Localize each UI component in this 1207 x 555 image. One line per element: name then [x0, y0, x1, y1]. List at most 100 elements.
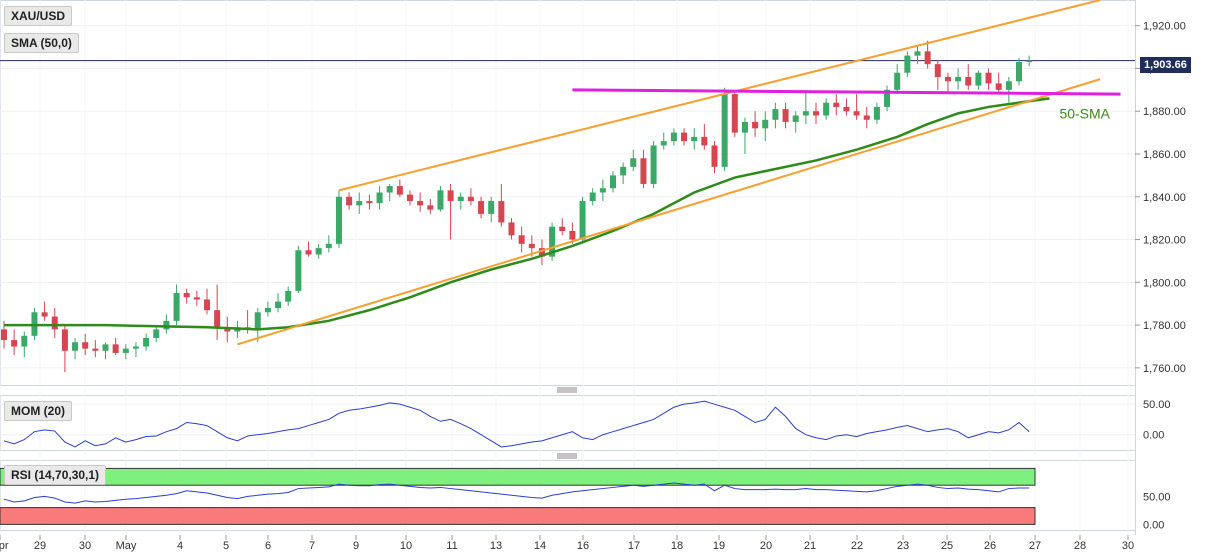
candle-body: [173, 293, 180, 321]
candle-body: [305, 250, 312, 255]
candle-body: [335, 196, 342, 244]
candle-body: [579, 201, 586, 240]
candle-body: [21, 335, 28, 347]
candle-body: [711, 145, 718, 167]
candle-body: [884, 89, 891, 107]
candle-body: [549, 226, 556, 257]
x-tick-label: 25: [941, 540, 953, 552]
candle: [843, 98, 850, 116]
candle-body: [772, 109, 779, 120]
candle-body: [396, 186, 403, 195]
candle: [599, 179, 606, 202]
candle-body: [366, 201, 373, 204]
candle-body: [112, 344, 119, 353]
candle: [376, 186, 383, 210]
candle-body: [407, 194, 413, 202]
candle: [325, 235, 332, 253]
candle-body: [924, 51, 931, 65]
candle: [538, 239, 545, 266]
candle: [681, 128, 688, 146]
candle: [610, 171, 616, 193]
x-tick-label: 30: [1122, 540, 1134, 552]
candle: [386, 183, 393, 202]
candle: [356, 192, 363, 214]
x-tick-label: 14: [534, 540, 546, 552]
candle-body: [660, 141, 667, 146]
x-tick-label: 13: [490, 540, 502, 552]
candle: [51, 308, 58, 338]
candle-body: [315, 248, 322, 255]
candle: [802, 89, 809, 125]
candle-body: [528, 243, 535, 249]
candle-body: [731, 94, 738, 133]
candle: [366, 194, 373, 210]
candle-body: [752, 121, 759, 129]
rsi-indicator-label[interactable]: RSI (14,70,30,1): [4, 465, 107, 485]
candle: [924, 40, 931, 69]
candle: [224, 316, 231, 343]
candle-body: [478, 201, 485, 214]
candle-body: [92, 348, 99, 351]
candle-body: [457, 196, 464, 202]
candle-body: [681, 132, 688, 142]
y-tick-label: 1,760.00: [1143, 363, 1186, 375]
rising-channel-lower: [237, 78, 1101, 346]
x-tick-label: 28: [1074, 540, 1086, 552]
candle: [437, 186, 444, 212]
candle-body: [741, 121, 748, 133]
candle-body: [975, 72, 982, 86]
candle: [407, 190, 413, 206]
candle-body: [122, 348, 129, 353]
candle: [833, 94, 840, 116]
y-tick-label: 1,920.00: [1143, 21, 1186, 33]
candle: [995, 72, 1002, 95]
symbol-label[interactable]: XAU/USD: [4, 6, 73, 26]
candle-body: [285, 290, 292, 302]
candle: [417, 192, 424, 212]
candle-body: [437, 190, 444, 210]
candle: [752, 111, 759, 137]
candle-body: [904, 55, 911, 73]
rising-channel-upper: [338, 0, 1101, 192]
x-tick-label: Apr: [0, 540, 9, 552]
candle-body: [670, 132, 677, 142]
candle: [914, 44, 921, 65]
x-tick-label: 17: [628, 540, 640, 552]
candle-body: [620, 166, 627, 176]
x-tick-label: 4: [177, 540, 183, 552]
candle: [741, 117, 748, 154]
candle: [488, 196, 495, 223]
rsi-overbought-zone: [0, 467, 1036, 486]
candle: [396, 179, 403, 197]
candle: [112, 337, 119, 356]
candle-body: [833, 102, 840, 107]
candle-body: [701, 136, 708, 146]
candle: [863, 106, 870, 129]
candle-body: [914, 51, 921, 56]
candle: [193, 290, 200, 306]
y-tick-label: 1,860.00: [1143, 149, 1186, 161]
mom-indicator-label[interactable]: MOM (20): [4, 401, 72, 421]
candle: [335, 190, 342, 249]
sma-indicator-label[interactable]: SMA (50,0): [4, 33, 79, 53]
candle-body: [275, 301, 282, 308]
candle: [640, 149, 647, 189]
candle-body: [569, 231, 576, 240]
candle: [447, 183, 454, 240]
candle: [579, 196, 586, 244]
candle-body: [1, 329, 7, 341]
candle: [782, 102, 789, 129]
x-tick-label: May: [116, 540, 137, 552]
candle: [660, 132, 667, 150]
candle-body: [782, 109, 789, 122]
x-tick-label: 18: [671, 540, 683, 552]
candle: [904, 51, 911, 77]
sma-50-line: [4, 97, 1050, 331]
mom-tick-label: 50.00: [1143, 399, 1171, 411]
candle: [701, 124, 708, 150]
x-tick-label: 10: [400, 540, 412, 552]
x-tick-label: 16: [577, 540, 589, 552]
candle-body: [813, 111, 819, 116]
candle-body: [204, 299, 210, 311]
